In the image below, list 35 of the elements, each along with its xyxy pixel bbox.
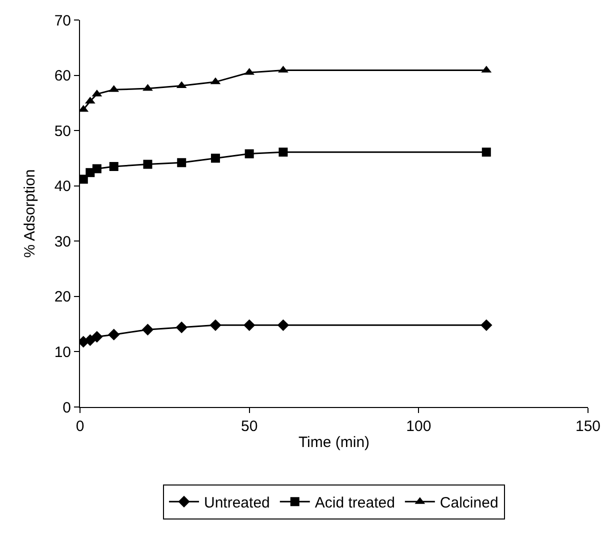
x-tick-label: 100	[406, 418, 432, 435]
x-axis-title: Time (min)	[298, 434, 370, 451]
point	[243, 319, 256, 332]
point	[109, 162, 118, 172]
y-tick-label: 10	[54, 344, 71, 361]
point	[244, 149, 254, 158]
point	[278, 148, 288, 157]
point	[482, 148, 491, 157]
point	[143, 160, 152, 169]
point	[177, 158, 186, 168]
point	[92, 164, 102, 174]
point	[480, 319, 492, 332]
y-axis-title: % Adsorption	[22, 169, 39, 258]
point	[108, 328, 120, 340]
point	[176, 322, 188, 334]
x-tick-label: 150	[575, 418, 601, 435]
y-tick-label: 50	[54, 122, 71, 140]
y-tick-label: 30	[54, 233, 71, 250]
point	[80, 174, 88, 184]
point	[210, 319, 222, 332]
point	[91, 330, 103, 343]
y-tick-label: 70	[54, 12, 71, 30]
x-tick-label: 50	[240, 418, 258, 435]
point	[142, 324, 154, 336]
y-tick-label: 60	[54, 68, 71, 85]
y-tick-label: 40	[54, 178, 71, 196]
point	[277, 319, 290, 332]
point	[278, 66, 288, 73]
legend-label: Untreated	[204, 494, 270, 512]
point	[210, 154, 220, 163]
legend-label: Calcined	[440, 494, 498, 512]
y-tick-label: 20	[54, 288, 71, 306]
x-tick-label: 0	[76, 418, 84, 435]
legend-label: Acid treated	[314, 494, 395, 512]
y-tick-label: 0	[62, 399, 71, 416]
